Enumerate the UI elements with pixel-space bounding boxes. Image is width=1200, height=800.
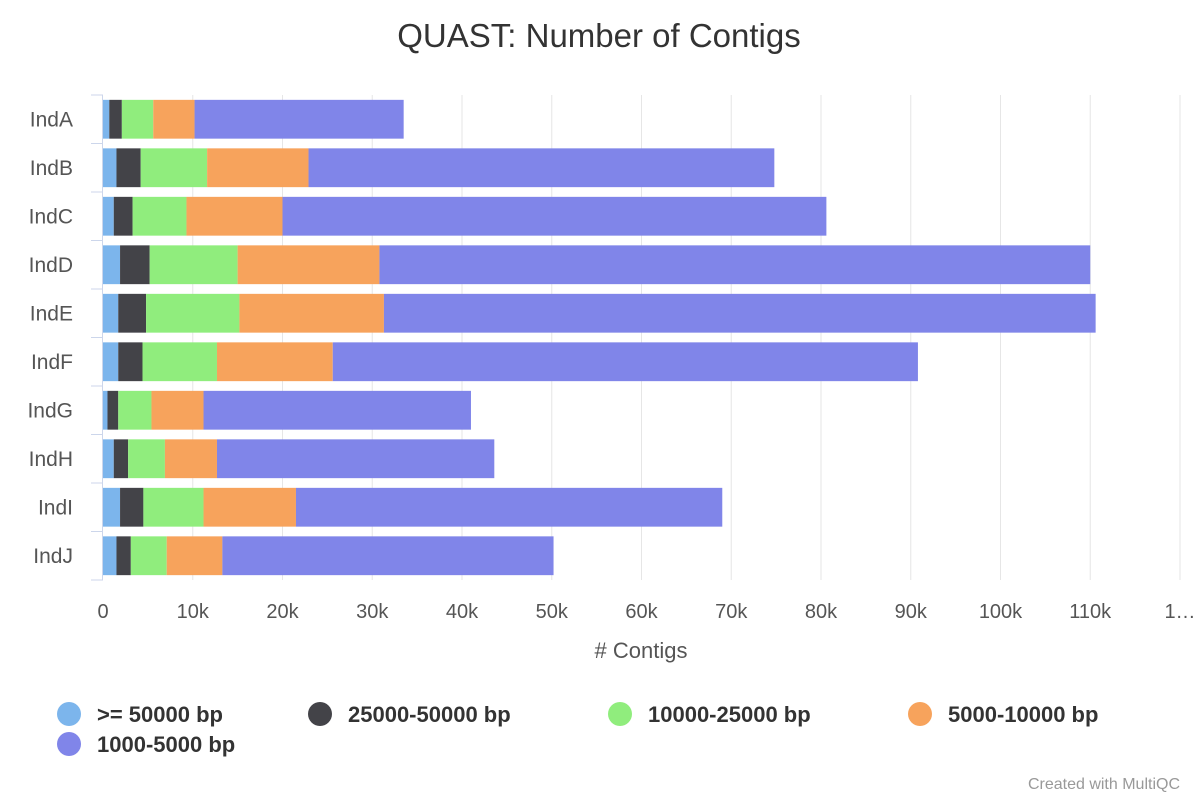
bars xyxy=(103,99,1096,576)
bar-segment[interactable] xyxy=(153,99,195,139)
legend-label: 1000-5000 bp xyxy=(97,732,235,757)
bar-segment[interactable] xyxy=(203,390,471,430)
y-tick-label: IndE xyxy=(30,302,73,325)
y-tick-label: IndB xyxy=(30,157,73,180)
x-tick-label: 30k xyxy=(356,601,389,623)
bar-segment[interactable] xyxy=(308,148,775,188)
bar-segment[interactable] xyxy=(203,487,296,527)
bar-segment[interactable] xyxy=(194,99,404,139)
credit-text[interactable]: Created with MultiQC xyxy=(1028,776,1180,793)
x-tick-label: 0 xyxy=(97,601,108,623)
x-tick-label: 20k xyxy=(266,601,299,623)
legend-item[interactable]: 25000-50000 bp xyxy=(308,702,511,727)
y-tick-label: IndH xyxy=(29,448,73,471)
bar-segment[interactable] xyxy=(103,99,110,139)
x-tick-label: 80k xyxy=(805,601,838,623)
legend-item[interactable]: >= 50000 bp xyxy=(57,702,223,727)
x-tick-label: 50k xyxy=(536,601,569,623)
bar-segment[interactable] xyxy=(103,196,114,236)
legend-marker xyxy=(608,702,632,726)
legend-marker xyxy=(308,702,332,726)
legend-label: 10000-25000 bp xyxy=(648,702,811,727)
bar-segment[interactable] xyxy=(118,293,147,333)
bar-segment[interactable] xyxy=(164,439,217,479)
legend-label: >= 50000 bp xyxy=(97,702,223,727)
y-tick-label: IndJ xyxy=(33,545,73,568)
x-tick-label: 110k xyxy=(1069,601,1112,623)
x-axis-title: # Contigs xyxy=(595,638,688,663)
x-tick-label: 10k xyxy=(177,601,210,623)
legend: >= 50000 bp 25000-50000 bp 10000-25000 bp 5… xyxy=(57,702,1098,757)
bar-segment[interactable] xyxy=(118,342,143,382)
bar-segment[interactable] xyxy=(130,536,167,576)
x-tick-label: 60k xyxy=(625,601,658,623)
bar-segment[interactable] xyxy=(103,390,108,430)
x-tick-label: 100k xyxy=(979,601,1023,623)
legend-item[interactable]: 5000-10000 bp xyxy=(908,702,1098,727)
x-tick-label: 90k xyxy=(895,601,928,623)
legend-marker xyxy=(57,702,81,726)
bar-segment[interactable] xyxy=(186,196,283,236)
bar-segment[interactable] xyxy=(121,99,154,139)
bar-segment[interactable] xyxy=(128,439,165,479)
bar-segment[interactable] xyxy=(103,293,119,333)
bar-segment[interactable] xyxy=(383,293,1096,333)
y-tick-label: IndF xyxy=(31,351,73,374)
bar-segment[interactable] xyxy=(166,536,223,576)
bar-segment[interactable] xyxy=(113,439,129,479)
y-tick-label: IndD xyxy=(29,254,73,277)
bar-segment[interactable] xyxy=(103,148,117,188)
bar-segment[interactable] xyxy=(140,148,208,188)
x-axis-labels: 0 10k 20k 30k 40k 50k 60k 70k 80k 90k 100k 110k 1… xyxy=(97,601,1195,623)
bar-segment[interactable] xyxy=(142,342,217,382)
bar-segment[interactable] xyxy=(282,196,827,236)
bar-segment[interactable] xyxy=(103,245,121,285)
y-tick-label: IndI xyxy=(38,496,73,519)
bar-segment[interactable] xyxy=(216,342,333,382)
bar-segment[interactable] xyxy=(332,342,918,382)
bar-segment[interactable] xyxy=(295,487,723,527)
y-tick-label: IndA xyxy=(30,108,73,131)
y-tick-label: IndG xyxy=(27,399,73,422)
legend-item[interactable]: 10000-25000 bp xyxy=(608,702,811,727)
bar-segment[interactable] xyxy=(103,536,117,576)
bar-segment[interactable] xyxy=(113,196,133,236)
chart-title: QUAST: Number of Contigs xyxy=(397,17,800,54)
bar-segment[interactable] xyxy=(116,536,131,576)
legend-label: 5000-10000 bp xyxy=(948,702,1098,727)
bar-segment[interactable] xyxy=(149,245,238,285)
axes xyxy=(91,94,103,581)
bar-segment[interactable] xyxy=(146,293,240,333)
bar-segment[interactable] xyxy=(216,439,495,479)
bar-segment[interactable] xyxy=(379,245,1091,285)
bar-segment[interactable] xyxy=(103,439,114,479)
bar-segment[interactable] xyxy=(151,390,204,430)
bar-segment[interactable] xyxy=(103,342,119,382)
bar-segment[interactable] xyxy=(107,390,119,430)
y-axis-labels: IndA IndB IndC IndD IndE IndF IndG IndH IndI IndJ xyxy=(27,108,73,568)
bar-segment[interactable] xyxy=(109,99,122,139)
bar-segment[interactable] xyxy=(120,245,150,285)
bar-segment[interactable] xyxy=(132,196,187,236)
legend-marker xyxy=(57,732,81,756)
bar-segment[interactable] xyxy=(237,245,380,285)
x-tick-label: 70k xyxy=(715,601,748,623)
bar-segment[interactable] xyxy=(207,148,309,188)
x-tick-label: 1… xyxy=(1164,601,1195,623)
bar-segment[interactable] xyxy=(118,390,152,430)
legend-item[interactable]: 1000-5000 bp xyxy=(57,732,235,757)
bar-segment[interactable] xyxy=(103,487,121,527)
bar-segment[interactable] xyxy=(239,293,384,333)
bar-segment[interactable] xyxy=(116,148,141,188)
bar-segment[interactable] xyxy=(143,487,204,527)
legend-marker xyxy=(908,702,932,726)
legend-label: 25000-50000 bp xyxy=(348,702,511,727)
bar-segment[interactable] xyxy=(222,536,554,576)
bar-segment[interactable] xyxy=(120,487,144,527)
x-tick-label: 40k xyxy=(446,601,479,623)
y-tick-label: IndC xyxy=(29,205,73,228)
